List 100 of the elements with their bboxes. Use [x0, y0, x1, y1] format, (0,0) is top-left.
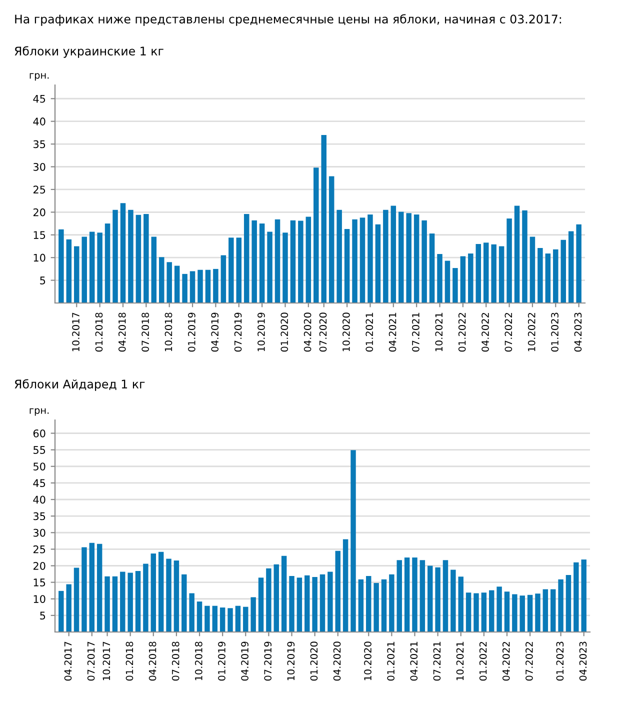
bar — [166, 262, 172, 303]
bar — [522, 210, 528, 303]
bar — [259, 224, 265, 303]
bar — [498, 246, 504, 303]
bar — [383, 210, 388, 303]
bar — [150, 553, 156, 632]
bar — [104, 224, 110, 303]
y-tick-label: 45 — [33, 94, 46, 103]
bar — [174, 266, 180, 303]
bar — [437, 254, 442, 303]
bar — [128, 210, 134, 303]
bar — [342, 539, 348, 632]
bar — [235, 606, 241, 632]
bar — [120, 572, 126, 632]
bar — [252, 220, 257, 303]
bar — [189, 593, 194, 632]
bar — [429, 234, 435, 303]
bar — [82, 236, 87, 303]
bar — [274, 564, 279, 632]
y-tick-label: 15 — [34, 578, 46, 586]
bar — [143, 564, 148, 632]
bar — [136, 214, 142, 303]
x-tick-label: 04.2022 — [502, 642, 510, 681]
y-tick-label: 25 — [33, 186, 46, 194]
x-tick-label: 10.2018 — [194, 642, 202, 680]
bar — [96, 544, 102, 632]
x-tick-label: 10.2021 — [456, 642, 464, 680]
bar — [466, 592, 472, 632]
x-tick-label: 07.2018 — [172, 642, 180, 681]
bar — [220, 607, 226, 632]
bar — [336, 210, 342, 303]
x-tick-label: 01.2018 — [126, 642, 134, 681]
bar — [542, 589, 548, 632]
bar — [135, 571, 141, 632]
bar — [290, 220, 296, 303]
x-tick-label: 04.2019 — [211, 312, 219, 352]
x-tick-label: 04.2018 — [148, 642, 156, 681]
bar — [306, 216, 312, 303]
bar — [474, 593, 479, 632]
bar — [360, 218, 366, 303]
x-tick-label: 04.2020 — [333, 642, 341, 681]
bar — [258, 578, 264, 632]
bar — [520, 596, 525, 632]
bar — [213, 268, 218, 303]
y-tick-label: 20 — [33, 562, 46, 570]
bar — [128, 572, 133, 632]
x-tick-label: 07.2022 — [504, 313, 512, 352]
x-tick-label: 01.2021 — [387, 642, 394, 681]
bar — [321, 134, 326, 303]
bar — [396, 560, 402, 632]
bar — [506, 218, 512, 303]
bar — [312, 577, 318, 632]
x-tick-label: 07.2021 — [412, 312, 420, 352]
bar — [568, 231, 574, 303]
x-tick-label: 01.2021 — [366, 312, 374, 352]
bar — [488, 590, 494, 632]
bar — [420, 560, 426, 632]
bar — [289, 576, 294, 632]
bar — [435, 567, 440, 632]
x-tick-label: 10.2017 — [102, 642, 110, 680]
bar — [281, 556, 287, 632]
bar — [404, 557, 410, 632]
bar — [390, 206, 396, 303]
x-tick-label: 04.2021 — [388, 312, 396, 352]
bar — [243, 606, 248, 632]
bar — [553, 249, 558, 303]
bar — [58, 590, 64, 632]
y-tick-label: 35 — [34, 512, 46, 520]
bar — [228, 608, 233, 632]
x-tick-label: 04.2021 — [410, 642, 418, 681]
x-tick-label: 10.2021 — [435, 312, 443, 352]
x-tick-label: 07.2022 — [526, 642, 533, 681]
bar — [250, 597, 256, 632]
y-tick-label: 35 — [34, 140, 46, 148]
x-tick-label: 10.2022 — [528, 313, 536, 352]
bar — [212, 606, 218, 632]
bar — [483, 242, 489, 303]
y-tick-label: 60 — [33, 429, 46, 438]
x-tick-label: 01.2019 — [218, 642, 226, 681]
bar — [458, 576, 464, 632]
bar — [414, 214, 420, 303]
bar — [66, 584, 72, 632]
y-tick-label: 10 — [34, 595, 46, 603]
bar — [166, 558, 172, 632]
bar — [298, 220, 304, 303]
y-tick-label: 30 — [34, 528, 46, 537]
text: На графиках ниже представлены среднемесячные цены на яблоки, начиная с 03.2017: — [15, 14, 562, 26]
x-tick-label: 01.2020 — [280, 312, 288, 352]
bar — [558, 579, 564, 632]
y-tick-label: 45 — [33, 479, 46, 488]
x-tick-label: 07.2020 — [319, 312, 327, 352]
bar — [328, 572, 333, 632]
bar — [328, 176, 334, 303]
bar — [182, 574, 187, 632]
bar — [481, 592, 487, 632]
x-tick-label: 04.2023 — [574, 312, 582, 352]
y-tick-label: 25 — [33, 545, 46, 554]
bar — [444, 260, 450, 303]
x-tick-label: 01.2022 — [479, 642, 487, 681]
bar — [428, 566, 433, 632]
